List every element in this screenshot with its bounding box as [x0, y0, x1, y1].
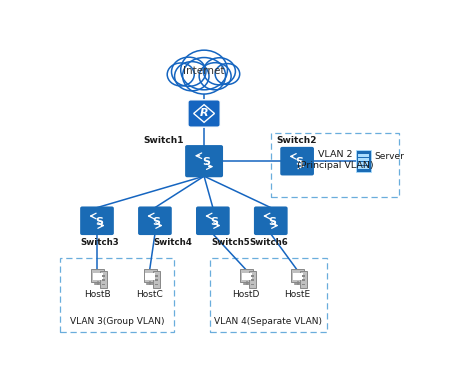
- FancyBboxPatch shape: [251, 284, 255, 285]
- Text: Switch3: Switch3: [80, 238, 119, 247]
- FancyBboxPatch shape: [358, 158, 370, 161]
- FancyBboxPatch shape: [302, 279, 305, 281]
- FancyBboxPatch shape: [138, 206, 172, 235]
- Circle shape: [203, 58, 236, 85]
- FancyBboxPatch shape: [154, 279, 158, 281]
- FancyBboxPatch shape: [102, 279, 105, 281]
- FancyBboxPatch shape: [280, 147, 314, 175]
- Text: S: S: [295, 157, 303, 167]
- FancyBboxPatch shape: [358, 162, 370, 165]
- FancyBboxPatch shape: [144, 269, 157, 282]
- FancyBboxPatch shape: [93, 272, 102, 280]
- Text: S: S: [269, 217, 276, 227]
- FancyBboxPatch shape: [154, 275, 158, 277]
- FancyBboxPatch shape: [300, 271, 307, 288]
- Circle shape: [174, 62, 209, 91]
- Text: R: R: [200, 108, 208, 118]
- FancyBboxPatch shape: [358, 154, 370, 157]
- FancyBboxPatch shape: [240, 269, 254, 282]
- FancyBboxPatch shape: [251, 275, 255, 277]
- FancyBboxPatch shape: [102, 275, 105, 277]
- Circle shape: [215, 63, 240, 84]
- Text: S: S: [153, 217, 161, 227]
- FancyBboxPatch shape: [293, 272, 303, 280]
- Text: Switch5: Switch5: [212, 238, 250, 247]
- FancyBboxPatch shape: [291, 269, 304, 282]
- FancyBboxPatch shape: [185, 145, 223, 177]
- FancyBboxPatch shape: [358, 166, 370, 169]
- FancyBboxPatch shape: [302, 284, 305, 285]
- FancyBboxPatch shape: [188, 100, 220, 127]
- Text: Internet: Internet: [183, 66, 225, 75]
- Text: S: S: [202, 157, 210, 167]
- FancyBboxPatch shape: [80, 206, 114, 235]
- Text: VLAN 3(Group VLAN): VLAN 3(Group VLAN): [70, 317, 164, 325]
- Circle shape: [181, 50, 227, 90]
- FancyBboxPatch shape: [153, 271, 159, 288]
- FancyBboxPatch shape: [242, 272, 252, 280]
- Text: Switch2: Switch2: [277, 136, 318, 145]
- Text: S: S: [95, 217, 103, 227]
- FancyBboxPatch shape: [254, 206, 288, 235]
- Text: HostB: HostB: [84, 291, 111, 300]
- Text: VLAN 4(Separate VLAN): VLAN 4(Separate VLAN): [214, 317, 322, 325]
- Text: HostE: HostE: [284, 291, 310, 300]
- FancyBboxPatch shape: [249, 271, 256, 288]
- FancyBboxPatch shape: [154, 284, 158, 285]
- Text: HostC: HostC: [136, 291, 163, 300]
- FancyBboxPatch shape: [102, 284, 105, 285]
- Text: Switch4: Switch4: [154, 238, 193, 247]
- Text: Switch1: Switch1: [143, 137, 184, 146]
- Text: HostD: HostD: [232, 291, 260, 300]
- FancyBboxPatch shape: [196, 206, 230, 235]
- Text: VLAN 2
(Principal VLAN): VLAN 2 (Principal VLAN): [297, 150, 373, 170]
- Text: Server: Server: [375, 152, 405, 161]
- FancyBboxPatch shape: [302, 275, 305, 277]
- Circle shape: [199, 63, 231, 90]
- Text: Switch6: Switch6: [249, 238, 288, 247]
- FancyBboxPatch shape: [251, 279, 255, 281]
- Circle shape: [167, 63, 194, 86]
- Text: S: S: [211, 217, 219, 227]
- FancyBboxPatch shape: [100, 271, 107, 288]
- FancyBboxPatch shape: [145, 272, 155, 280]
- FancyBboxPatch shape: [357, 150, 371, 172]
- Circle shape: [183, 58, 226, 94]
- Circle shape: [172, 57, 206, 86]
- FancyBboxPatch shape: [91, 269, 104, 282]
